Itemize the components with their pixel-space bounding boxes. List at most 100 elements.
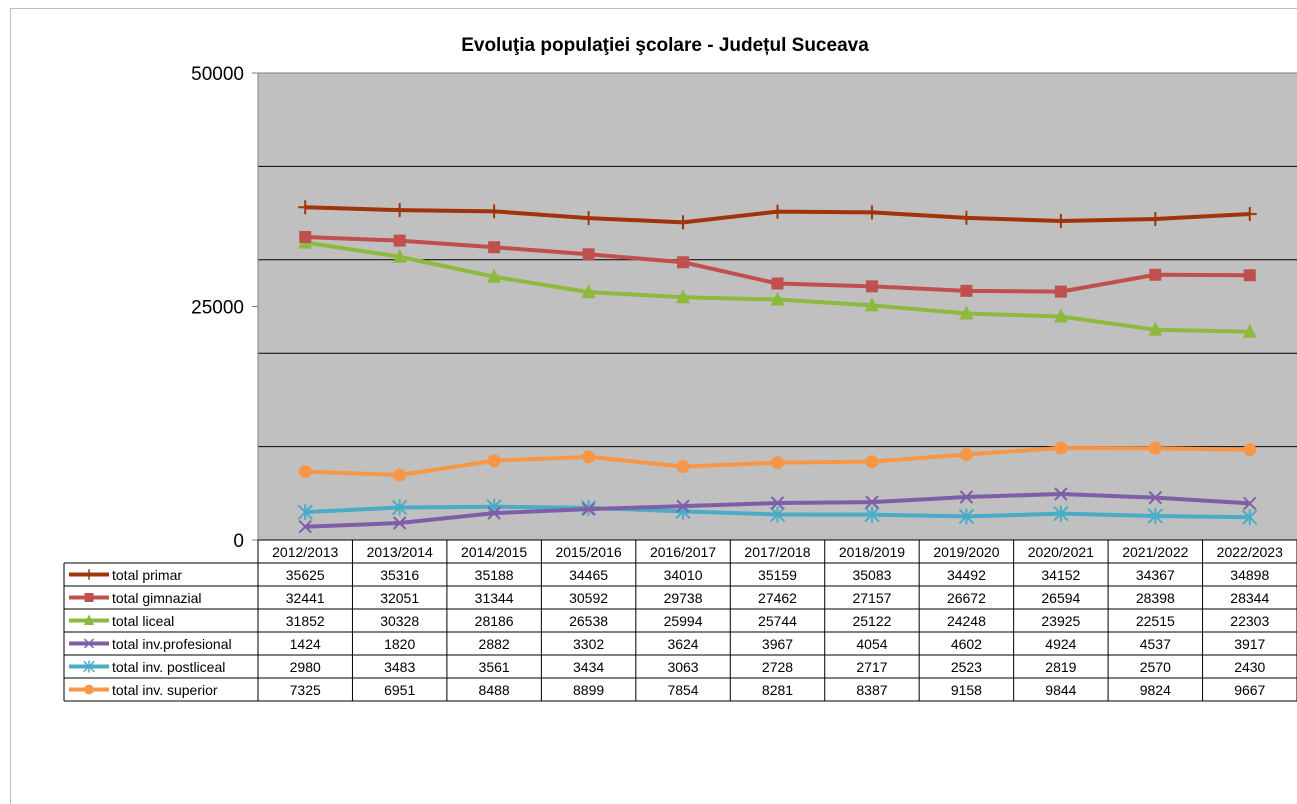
- data-label: 34492: [947, 567, 986, 583]
- data-point: [1148, 212, 1163, 227]
- data-point: [1242, 207, 1257, 222]
- series-name-label: total inv.profesional: [112, 636, 232, 652]
- series-total-inv-profesional: [298, 487, 1257, 534]
- legend-key-marker: [83, 638, 95, 649]
- data-label: 3302: [573, 636, 604, 652]
- data-label: 34898: [1230, 567, 1269, 583]
- y-tick-label: 50000: [191, 64, 244, 85]
- table-row: total inv.profesional 1424 1820 2882 3302 362…: [69, 636, 1266, 652]
- data-point: [865, 455, 879, 469]
- data-point: [864, 506, 880, 523]
- data-label: 28398: [1136, 590, 1175, 606]
- data-point: [959, 490, 974, 504]
- data-label: 26672: [947, 590, 986, 606]
- y-tick-label: 0: [233, 531, 244, 552]
- data-point: [487, 268, 502, 283]
- data-point: [297, 504, 313, 521]
- data-point: [676, 499, 690, 513]
- data-label: 35159: [758, 567, 797, 583]
- data-point: [770, 291, 785, 306]
- data-label: 1820: [384, 636, 415, 652]
- x-category-label: 2017/2018: [744, 544, 810, 560]
- data-point: [487, 204, 502, 219]
- data-point: [1242, 509, 1258, 526]
- data-point: [1054, 441, 1068, 455]
- data-label: 23925: [1041, 613, 1080, 629]
- data-point: [1243, 496, 1257, 511]
- data-point: [1053, 214, 1068, 229]
- x-category-label: 2019/2020: [933, 544, 999, 560]
- table-row: total inv. postliceal 2980 3483 3561 3434 306…: [69, 659, 1266, 675]
- data-label: 2882: [479, 636, 510, 652]
- data-label: 2523: [951, 659, 982, 675]
- data-point: [392, 203, 407, 218]
- data-point: [1243, 269, 1256, 282]
- data-point: [393, 234, 406, 247]
- data-label: 22515: [1136, 613, 1175, 629]
- data-point: [676, 289, 691, 304]
- data-label: 3434: [573, 659, 604, 675]
- data-label: 9824: [1140, 682, 1171, 698]
- data-point: [392, 248, 407, 263]
- x-category-label: 2020/2021: [1028, 544, 1094, 560]
- x-category-label: 2013/2014: [367, 544, 433, 560]
- data-label: 29738: [664, 590, 703, 606]
- data-label: 31852: [286, 613, 325, 629]
- data-label: 25994: [664, 613, 703, 629]
- data-point: [865, 495, 879, 509]
- data-label: 34152: [1041, 567, 1080, 583]
- data-label: 8488: [479, 682, 510, 698]
- data-point: [487, 506, 501, 520]
- data-point: [770, 204, 785, 219]
- plot-area: 0 25000 50000: [191, 64, 1297, 552]
- data-label: 4537: [1140, 636, 1171, 652]
- data-point: [864, 297, 879, 312]
- data-label: 2728: [762, 659, 793, 675]
- series-total-liceal: [298, 234, 1257, 338]
- data-label: 2430: [1234, 659, 1265, 675]
- data-label: 1424: [290, 636, 321, 652]
- series-total-gimnazial: [299, 231, 1256, 298]
- data-label: 3063: [667, 659, 698, 675]
- data-point: [958, 508, 975, 525]
- data-label: 9158: [951, 682, 982, 698]
- data-label: 8387: [856, 682, 887, 698]
- data-label: 22303: [1230, 613, 1269, 629]
- data-point: [959, 210, 974, 225]
- data-point: [959, 447, 973, 461]
- data-point: [960, 284, 973, 297]
- chart-title: Evoluţia populaţiei şcolare - Județul Su…: [461, 35, 869, 56]
- data-point: [1242, 323, 1257, 338]
- data-point: [770, 496, 785, 510]
- data-label: 27462: [758, 590, 797, 606]
- data-label: 3561: [479, 659, 510, 675]
- data-label: 4602: [951, 636, 982, 652]
- data-label: 2570: [1140, 659, 1171, 675]
- plot-background: [258, 73, 1297, 540]
- data-point: [676, 460, 690, 474]
- data-label: 34367: [1136, 567, 1175, 583]
- data-label: 24248: [947, 613, 986, 629]
- data-label: 7325: [290, 682, 321, 698]
- data-label: 3967: [762, 636, 793, 652]
- data-point: [581, 284, 596, 299]
- data-label: 25744: [758, 613, 797, 629]
- data-point: [1243, 443, 1257, 457]
- data-point: [959, 305, 974, 320]
- data-point: [392, 516, 407, 530]
- data-point: [393, 468, 407, 482]
- data-label: 8281: [762, 682, 793, 698]
- x-category-label: 2016/2017: [650, 544, 716, 560]
- data-point: [1054, 285, 1067, 298]
- x-category-label: 2015/2016: [555, 544, 621, 560]
- data-label: 35188: [475, 567, 514, 583]
- data-label: 25122: [852, 613, 891, 629]
- data-label: 3917: [1234, 636, 1265, 652]
- legend-key-marker: [83, 569, 95, 580]
- data-label: 28186: [475, 613, 514, 629]
- data-label: 30592: [569, 590, 608, 606]
- data-label: 34465: [569, 567, 608, 583]
- data-label: 2717: [856, 659, 887, 675]
- legend-key-marker: [84, 593, 94, 602]
